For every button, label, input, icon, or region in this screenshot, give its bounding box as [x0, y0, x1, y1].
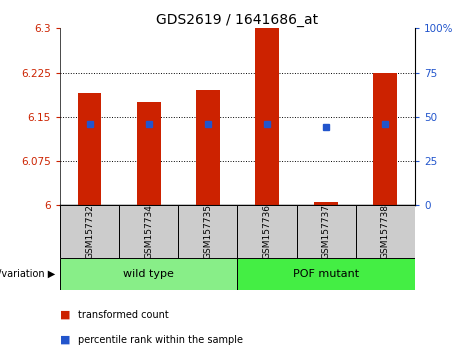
Bar [373, 73, 397, 205]
Bar [237, 205, 296, 258]
Bar [137, 102, 160, 205]
Text: GSM157735: GSM157735 [203, 204, 213, 259]
Bar [237, 258, 415, 290]
Bar [255, 28, 279, 205]
Bar [60, 258, 237, 290]
Text: ■: ■ [60, 310, 71, 320]
Text: genotype/variation ▶: genotype/variation ▶ [0, 269, 55, 279]
Title: GDS2619 / 1641686_at: GDS2619 / 1641686_at [156, 13, 319, 27]
Bar [356, 205, 415, 258]
Bar [196, 90, 219, 205]
Text: GSM157736: GSM157736 [262, 204, 272, 259]
Bar [77, 93, 101, 205]
Bar [314, 202, 338, 205]
Text: transformed count: transformed count [78, 310, 169, 320]
Text: ■: ■ [60, 335, 71, 345]
Text: GSM157734: GSM157734 [144, 204, 153, 259]
Text: wild type: wild type [123, 269, 174, 279]
Text: GSM157732: GSM157732 [85, 204, 94, 259]
Bar [119, 205, 178, 258]
Bar [296, 205, 356, 258]
Text: GSM157738: GSM157738 [381, 204, 390, 259]
Text: POF mutant: POF mutant [293, 269, 359, 279]
Text: GSM157737: GSM157737 [322, 204, 331, 259]
Text: percentile rank within the sample: percentile rank within the sample [78, 335, 243, 345]
Bar [60, 205, 119, 258]
Bar [178, 205, 237, 258]
